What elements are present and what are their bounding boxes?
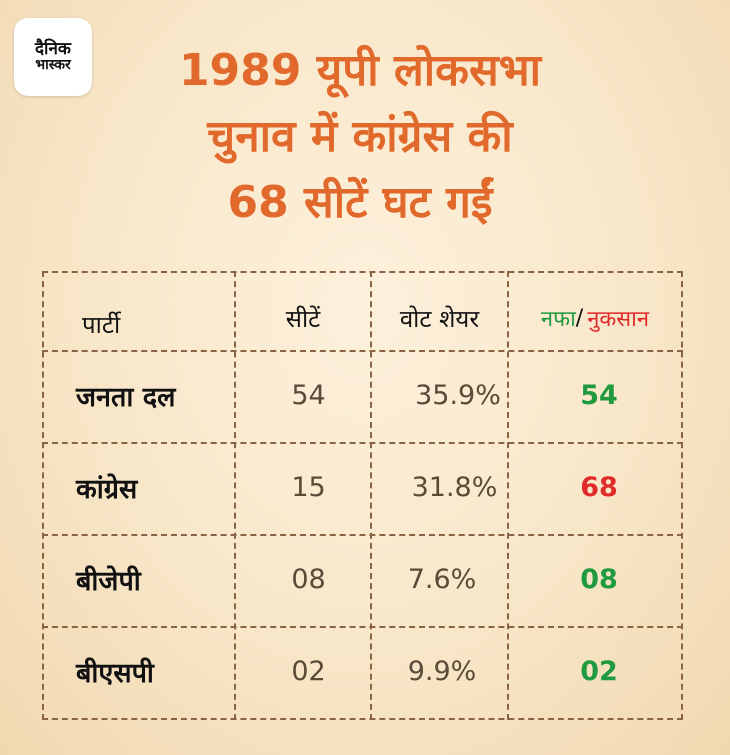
row-vote-share: 9.9% <box>407 655 477 687</box>
column-divider <box>234 271 236 720</box>
row-party: बीएसपी <box>76 657 154 689</box>
headline-line-1: 1989 यूपी लोकसभा <box>178 45 542 96</box>
header-separator: / <box>575 305 584 331</box>
row-change: 68 <box>580 471 618 503</box>
table-divider <box>42 442 683 444</box>
row-party: बीजेपी <box>76 565 141 597</box>
logo-text-line2: भास्कर <box>35 56 71 73</box>
row-vote-share: 35.9% <box>415 379 501 411</box>
row-seats: 54 <box>291 379 326 411</box>
row-seats: 15 <box>291 471 326 503</box>
row-party: कांग्रेस <box>76 473 138 505</box>
dainik-bhaskar-logo: दैनिक भास्कर <box>14 18 92 96</box>
column-divider <box>507 271 509 720</box>
column-divider <box>370 271 372 720</box>
header-gain: नफा <box>540 307 576 332</box>
header-loss: नुकसान <box>587 307 650 332</box>
row-vote-share: 7.6% <box>407 563 477 595</box>
headline-line-2: चुनाव में कांग्रेस की <box>207 111 513 162</box>
row-vote-share: 31.8% <box>411 471 498 503</box>
row-seats: 08 <box>291 563 326 595</box>
table-divider <box>42 534 683 536</box>
header-seats: सीटें <box>285 304 321 333</box>
row-seats: 02 <box>291 655 326 687</box>
row-change: 02 <box>580 655 618 687</box>
header-vote-share: वोट शेयर <box>399 304 480 333</box>
row-party: जनता दल <box>76 381 176 413</box>
header-gain-loss: नफा / नुकसान <box>509 290 681 346</box>
logo-text-line1: दैनिक <box>35 38 71 59</box>
header-party: पार्टी <box>82 310 121 339</box>
row-change: 54 <box>580 379 618 411</box>
row-change: 08 <box>580 563 618 595</box>
results-table-border <box>42 271 683 720</box>
table-divider <box>42 626 683 628</box>
headline-line-3: 68 सीटें घट गईं <box>227 177 493 228</box>
headline: 1989 यूपी लोकसभा चुनाव में कांग्रेस की 6… <box>100 38 620 236</box>
table-divider <box>42 350 683 352</box>
